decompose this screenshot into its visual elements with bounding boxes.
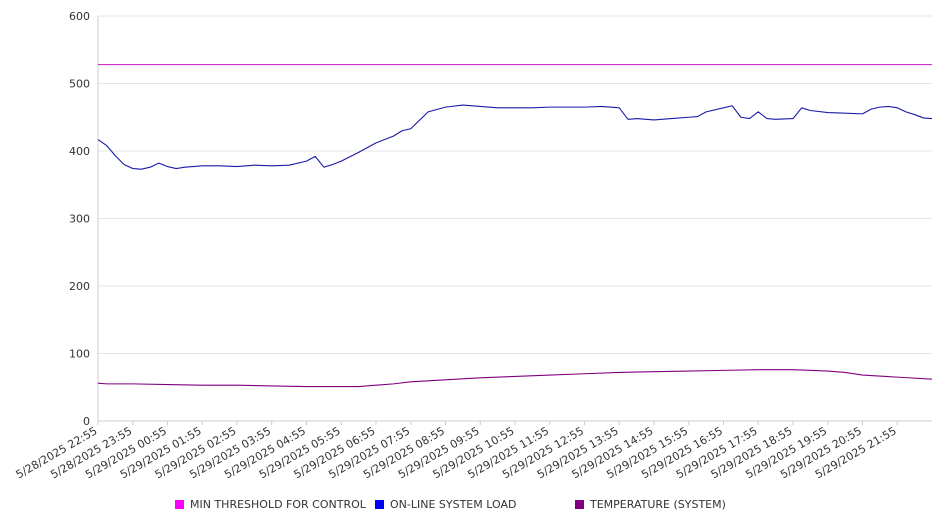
y-tick-label: 300 <box>69 213 90 226</box>
x-tick-labels: 5/28/2025 22:555/28/2025 23:555/29/2025 … <box>14 424 899 481</box>
y-tick-label: 0 <box>83 415 90 428</box>
y-tick-labels: 0 100 200 300 400 500 600 <box>69 10 90 428</box>
y-tick-label: 400 <box>69 145 90 158</box>
axes <box>97 16 932 425</box>
series-line-2 <box>97 369 933 388</box>
series-line-1 <box>97 104 933 170</box>
y-tick-label: 500 <box>69 78 90 91</box>
legend-label: ON-LINE SYSTEM LOAD <box>390 498 517 511</box>
legend-item[interactable]: ON-LINE SYSTEM LOAD <box>375 498 516 511</box>
y-tick-label: 200 <box>69 280 90 293</box>
y-tick-label: 100 <box>69 348 90 361</box>
legend-label: TEMPERATURE (SYSTEM) <box>590 498 726 511</box>
legend-swatch <box>175 500 184 509</box>
legend-item[interactable]: MIN THRESHOLD FOR CONTROL <box>175 498 366 511</box>
chart-legend: MIN THRESHOLD FOR CONTROL ON-LINE SYSTEM … <box>0 498 946 514</box>
grid-lines <box>98 15 932 354</box>
legend-item[interactable]: TEMPERATURE (SYSTEM) <box>575 498 726 511</box>
legend-swatch <box>375 500 384 509</box>
legend-label: MIN THRESHOLD FOR CONTROL <box>190 498 366 511</box>
legend-swatch <box>575 500 584 509</box>
series-lines <box>97 64 933 388</box>
y-tick-label: 600 <box>69 10 90 23</box>
